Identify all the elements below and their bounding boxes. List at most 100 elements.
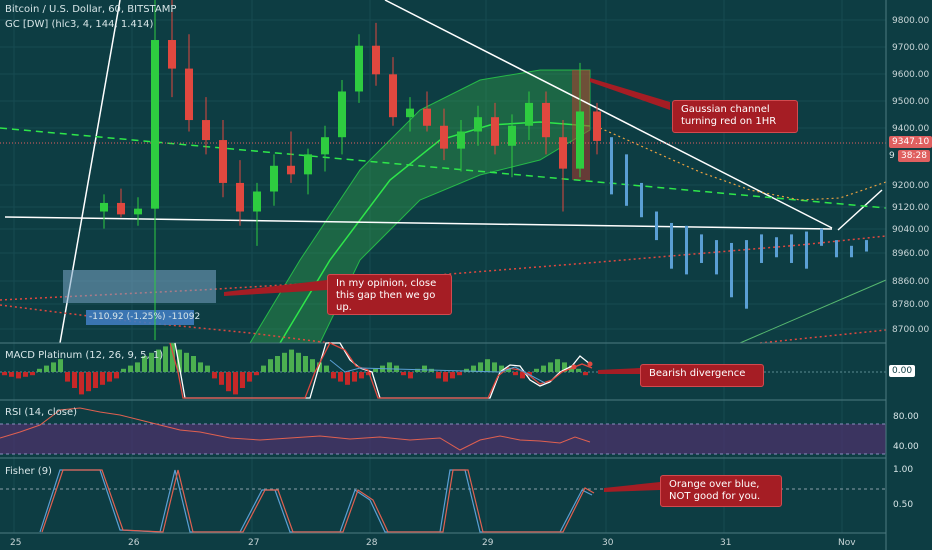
macd-bar: [135, 362, 140, 372]
macd-bar: [233, 372, 238, 395]
projection-bar: [715, 240, 718, 275]
gap-box: [63, 270, 216, 303]
candle: [185, 34, 193, 132]
date-tick-label: 25: [10, 538, 21, 548]
price-tick-label: 9200.00: [892, 181, 929, 191]
macd-bar: [212, 372, 217, 379]
macd-bar: [170, 343, 175, 372]
countdown-badge: 38:28: [898, 150, 930, 162]
green-channel-lower: [739, 279, 887, 344]
gap-note: In my opinion, close this gap then we go…: [327, 274, 452, 315]
macd-signal-red: [169, 342, 593, 399]
date-tick-label: 31: [720, 538, 731, 548]
macd-bar: [520, 372, 525, 379]
candle: [372, 22, 380, 86]
price-tick-label: 9700.00: [892, 43, 929, 53]
candle: [457, 120, 465, 172]
rsi-label[interactable]: RSI (14, close): [5, 407, 78, 418]
macd-bar: [485, 359, 490, 372]
macd-bar: [261, 365, 266, 372]
macd-blue: [329, 359, 546, 384]
projection-bar: [805, 231, 808, 269]
projection-bar: [700, 234, 703, 263]
macd-bar: [359, 372, 364, 379]
macd-bar: [79, 372, 84, 395]
date-tick-label: 26: [128, 538, 140, 548]
price-axis[interactable]: 9800.00 9700.00 9600.00 9500.00 9400.00 9200.…: [885, 0, 932, 550]
candle: [576, 62, 584, 178]
macd-bar: [373, 368, 378, 372]
projection-bar: [790, 234, 793, 263]
macd-bar: [93, 372, 98, 388]
macd-bar: [156, 349, 161, 372]
projection-bar: [745, 240, 748, 309]
macd-bar: [37, 368, 42, 372]
fisher-label[interactable]: Fisher (9): [5, 466, 52, 477]
macd-bar: [527, 372, 532, 376]
projection-bar: [820, 228, 823, 246]
macd-bar: [184, 352, 189, 372]
date-tick-label: 27: [248, 538, 259, 548]
projection-bar: [610, 137, 613, 195]
macd-bar: [478, 362, 483, 372]
macd-bar: [114, 372, 119, 379]
projection-bar: [730, 242, 733, 298]
rsi-tick-80: 80.00: [893, 412, 919, 422]
candle: [236, 160, 244, 226]
macd-bar: [198, 362, 203, 372]
candle: [117, 188, 125, 218]
macd-bar: [464, 368, 469, 372]
macd-bar: [471, 365, 476, 372]
macd-bar: [450, 372, 455, 379]
macd-label[interactable]: MACD Platinum (12, 26, 9, 5, 1): [5, 350, 164, 361]
projection-bar: [670, 222, 673, 269]
projection-bar: [640, 182, 643, 218]
candle: [355, 34, 363, 103]
candle: [219, 120, 227, 198]
candle: [525, 91, 533, 141]
current-price-badge: 9347.10: [889, 136, 932, 148]
projection-bar: [865, 240, 868, 252]
price-tick-label: 9040.00: [892, 225, 929, 235]
price-tick-label: 8960.00: [892, 249, 929, 259]
macd-bar: [324, 365, 329, 372]
rsi-tick-40: 40.00: [893, 442, 919, 452]
macd-bar: [338, 372, 343, 382]
date-axis[interactable]: 25 26 27 28 29 30 31 Nov: [0, 532, 886, 548]
macd-bar: [282, 352, 287, 372]
macd-bar: [436, 372, 441, 379]
macd-bar: [310, 359, 315, 372]
price-tick-label: 9120.00: [892, 203, 929, 213]
indicator-label[interactable]: GC [DW] (hlc3, 4, 144, 1.414): [5, 19, 154, 30]
macd-bar: [2, 372, 7, 376]
rsi-line: [0, 407, 591, 451]
macd-bar: [142, 356, 147, 372]
macd-bar: [226, 372, 231, 392]
macd-bar: [205, 365, 210, 372]
measure-label: -110.92 (-1.25%) -11092: [89, 312, 201, 322]
candle: [253, 182, 261, 246]
projection-bar: [685, 225, 688, 275]
note-pointers: [224, 78, 670, 492]
fisher-note: Orange over blue, NOT good for you.: [660, 475, 782, 507]
green-dashed-line: [0, 127, 887, 209]
rsi-pane: [0, 407, 886, 455]
support-line: [4, 216, 833, 230]
candle: [406, 97, 414, 132]
macd-bar: [387, 362, 392, 372]
symbol-title: Bitcoin / U.S. Dollar, 60, BITSTAMP: [5, 4, 177, 15]
gaussian-note: Gaussian channel turning red on 1HR: [672, 100, 798, 133]
macd-bar: [548, 362, 553, 372]
macd-bar: [191, 356, 196, 372]
fisher-tick-05: 0.50: [893, 500, 914, 510]
macd-bar: [107, 372, 112, 382]
macd-bar: [121, 368, 126, 372]
macd-bar: [583, 372, 588, 376]
macd-bar: [254, 372, 259, 376]
macd-bar: [72, 372, 77, 388]
macd-bar: [268, 359, 273, 372]
macd-bar: [100, 372, 105, 385]
current-partial: 9: [889, 151, 895, 161]
macd-bar: [51, 362, 56, 372]
